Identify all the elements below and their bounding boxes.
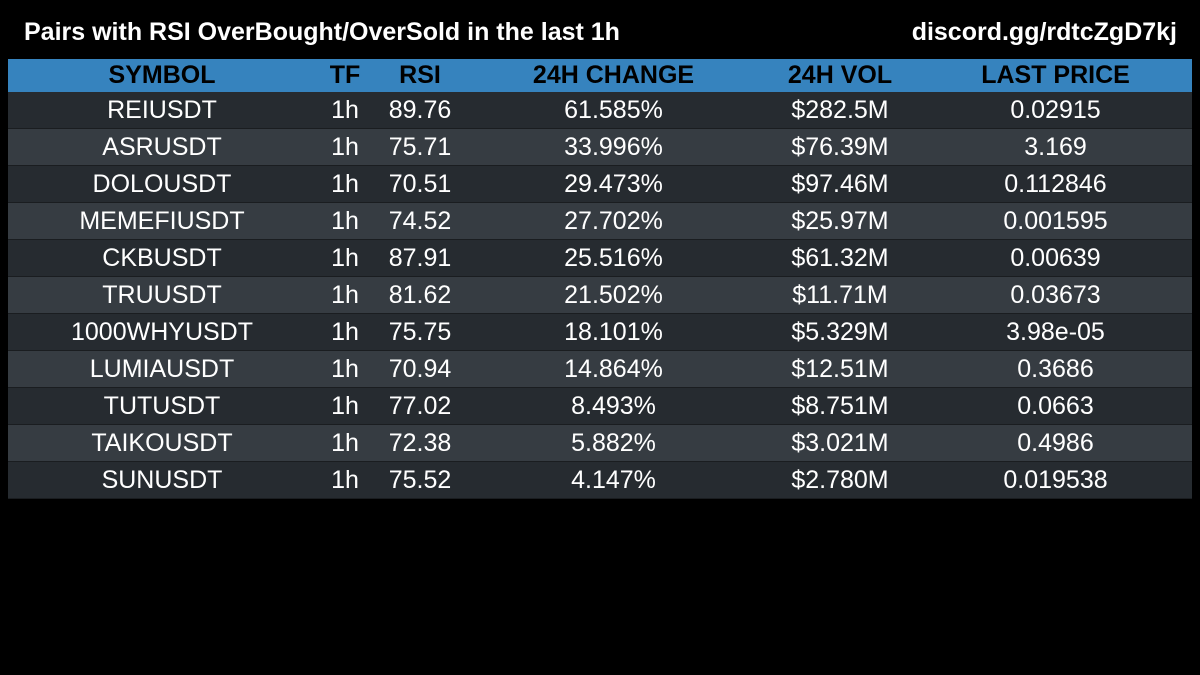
table-body: REIUSDT 1h 89.76 61.585% $282.5M 0.02915 ASRUS… (8, 92, 1192, 499)
header-bar: Pairs with RSI OverBought/OverSold in th… (0, 0, 1200, 58)
rsi-cell: 72.38 (374, 424, 466, 462)
change-cell: 8.493% (466, 387, 761, 425)
change-cell: 4.147% (466, 461, 761, 499)
table-row: REIUSDT 1h 89.76 61.585% $282.5M 0.02915 (8, 92, 1192, 129)
table-row: ASRUSDT 1h 75.71 33.996% $76.39M 3.169 (8, 128, 1192, 166)
price-cell: 0.0663 (919, 387, 1192, 425)
price-cell: 0.001595 (919, 202, 1192, 240)
symbol-cell: CKBUSDT (8, 239, 316, 277)
tf-cell: 1h (316, 92, 374, 129)
table-row: MEMEFIUSDT 1h 74.52 27.702% $25.97M 0.001595 (8, 202, 1192, 240)
price-cell: 3.98e-05 (919, 313, 1192, 351)
volume-cell: $76.39M (761, 128, 919, 166)
price-cell: 0.019538 (919, 461, 1192, 499)
symbol-cell: 1000WHYUSDT (8, 313, 316, 351)
tf-cell: 1h (316, 424, 374, 462)
page-title: Pairs with RSI OverBought/OverSold in th… (24, 18, 620, 46)
symbol-cell: TRUUSDT (8, 276, 316, 314)
table-row: TAIKOUSDT 1h 72.38 5.882% $3.021M 0.4986 (8, 424, 1192, 462)
rsi-cell: 89.76 (374, 92, 466, 129)
volume-cell: $25.97M (761, 202, 919, 240)
tf-cell: 1h (316, 239, 374, 277)
column-header-24h-change: 24H CHANGE (466, 59, 761, 92)
symbol-cell: TAIKOUSDT (8, 424, 316, 462)
volume-cell: $5.329M (761, 313, 919, 351)
change-cell: 14.864% (466, 350, 761, 388)
tf-cell: 1h (316, 350, 374, 388)
volume-cell: $8.751M (761, 387, 919, 425)
table-row: TRUUSDT 1h 81.62 21.502% $11.71M 0.03673 (8, 276, 1192, 314)
table-row: CKBUSDT 1h 87.91 25.516% $61.32M 0.00639 (8, 239, 1192, 277)
volume-cell: $2.780M (761, 461, 919, 499)
tf-cell: 1h (316, 276, 374, 314)
rsi-cell: 75.71 (374, 128, 466, 166)
tf-cell: 1h (316, 387, 374, 425)
tf-cell: 1h (316, 202, 374, 240)
rsi-cell: 81.62 (374, 276, 466, 314)
table-row: TUTUSDT 1h 77.02 8.493% $8.751M 0.0663 (8, 387, 1192, 425)
tf-cell: 1h (316, 313, 374, 351)
price-cell: 0.4986 (919, 424, 1192, 462)
price-cell: 0.112846 (919, 165, 1192, 203)
symbol-cell: DOLOUSDT (8, 165, 316, 203)
symbol-cell: TUTUSDT (8, 387, 316, 425)
symbol-cell: MEMEFIUSDT (8, 202, 316, 240)
change-cell: 18.101% (466, 313, 761, 351)
table-row: SUNUSDT 1h 75.52 4.147% $2.780M 0.019538 (8, 461, 1192, 499)
column-header-tf: TF (316, 59, 374, 92)
price-cell: 0.3686 (919, 350, 1192, 388)
table-header-row: SYMBOL TF RSI 24H CHANGE 24H VOL LAST PR… (8, 59, 1192, 92)
column-header-rsi: RSI (374, 59, 466, 92)
symbol-cell: LUMIAUSDT (8, 350, 316, 388)
table-row: 1000WHYUSDT 1h 75.75 18.101% $5.329M 3.98e-05 (8, 313, 1192, 351)
rsi-cell: 75.75 (374, 313, 466, 351)
symbol-cell: SUNUSDT (8, 461, 316, 499)
table-row: DOLOUSDT 1h 70.51 29.473% $97.46M 0.112846 (8, 165, 1192, 203)
change-cell: 61.585% (466, 92, 761, 129)
tf-cell: 1h (316, 165, 374, 203)
symbol-cell: REIUSDT (8, 92, 316, 129)
volume-cell: $282.5M (761, 92, 919, 129)
rsi-cell: 70.94 (374, 350, 466, 388)
rsi-cell: 87.91 (374, 239, 466, 277)
pairs-table: SYMBOL TF RSI 24H CHANGE 24H VOL LAST PR… (8, 59, 1192, 499)
rsi-cell: 75.52 (374, 461, 466, 499)
rsi-cell: 74.52 (374, 202, 466, 240)
column-header-last-price: LAST PRICE (919, 59, 1192, 92)
tf-cell: 1h (316, 128, 374, 166)
rsi-cell: 70.51 (374, 165, 466, 203)
symbol-cell: ASRUSDT (8, 128, 316, 166)
tf-cell: 1h (316, 461, 374, 499)
change-cell: 21.502% (466, 276, 761, 314)
price-cell: 3.169 (919, 128, 1192, 166)
change-cell: 25.516% (466, 239, 761, 277)
column-header-24h-vol: 24H VOL (761, 59, 919, 92)
table-row: LUMIAUSDT 1h 70.94 14.864% $12.51M 0.3686 (8, 350, 1192, 388)
price-cell: 0.03673 (919, 276, 1192, 314)
change-cell: 33.996% (466, 128, 761, 166)
volume-cell: $11.71M (761, 276, 919, 314)
volume-cell: $61.32M (761, 239, 919, 277)
discord-link[interactable]: discord.gg/rdtcZgD7kj (911, 18, 1177, 46)
change-cell: 27.702% (466, 202, 761, 240)
change-cell: 29.473% (466, 165, 761, 203)
price-cell: 0.00639 (919, 239, 1192, 277)
volume-cell: $3.021M (761, 424, 919, 462)
change-cell: 5.882% (466, 424, 761, 462)
price-cell: 0.02915 (919, 92, 1192, 129)
column-header-symbol: SYMBOL (8, 59, 316, 92)
rsi-cell: 77.02 (374, 387, 466, 425)
volume-cell: $12.51M (761, 350, 919, 388)
volume-cell: $97.46M (761, 165, 919, 203)
